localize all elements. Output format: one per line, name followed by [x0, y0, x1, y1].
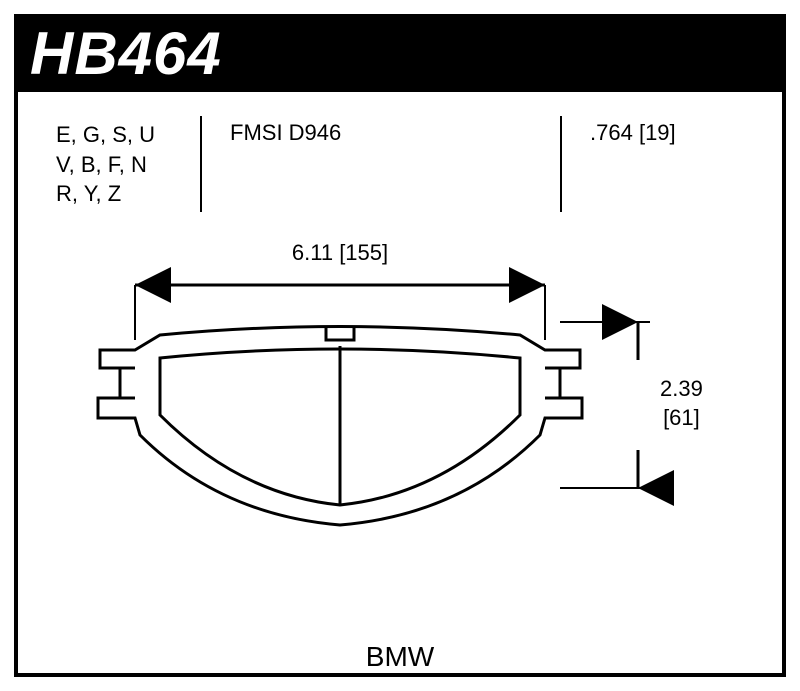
fmsi-code: FMSI D946	[230, 120, 341, 146]
header-bar: HB464	[14, 14, 786, 92]
part-number: HB464	[30, 19, 222, 88]
separator-2	[560, 116, 562, 212]
vehicle-make: BMW	[0, 641, 800, 673]
compound-line-1: E, G, S, U	[56, 120, 155, 150]
compound-line-2: V, B, F, N	[56, 150, 155, 180]
separator-1	[200, 116, 202, 212]
compound-codes: E, G, S, U V, B, F, N R, Y, Z	[56, 120, 155, 209]
brake-pad-outline	[98, 327, 582, 526]
thickness-spec: .764 [19]	[590, 120, 676, 146]
thickness-mm: [19]	[639, 120, 676, 145]
diagram-svg	[40, 240, 760, 600]
brake-pad-diagram: 6.11 [155] 2.39 [61]	[40, 240, 760, 600]
compound-line-3: R, Y, Z	[56, 179, 155, 209]
thickness-inches: .764	[590, 120, 633, 145]
